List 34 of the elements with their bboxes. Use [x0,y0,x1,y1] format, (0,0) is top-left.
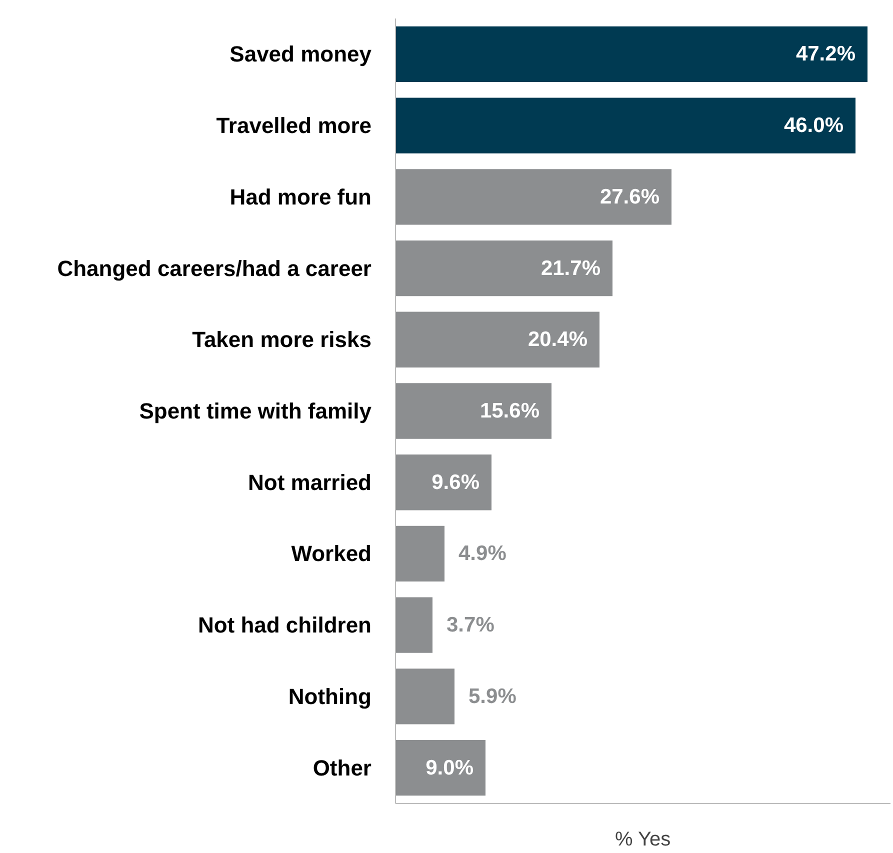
bar [396,312,600,368]
bar [396,26,868,82]
data-label: 27.6% [600,185,660,208]
x-axis-title: % Yes [615,828,671,850]
y-tick-label: Spent time with family [139,398,372,424]
bar [396,240,612,296]
bar [396,169,672,225]
data-label: 4.9% [458,542,507,566]
data-label: 20.4% [528,328,588,352]
y-tick-label: Nothing [288,684,372,709]
data-label: 9.6% [432,470,480,494]
bar [396,740,486,796]
y-tick-label: Worked [291,541,372,566]
y-tick-label: Travelled more [216,113,372,138]
data-label: 9.0% [426,756,474,780]
data-label: 15.6% [480,400,540,422]
data-label: 3.7% [446,614,495,637]
y-tick-label: Not had children [198,612,372,638]
y-tick-label: Changed careers/had a career [57,256,372,281]
data-label: 21.7% [540,256,601,280]
bar [396,383,552,439]
bar [396,98,856,154]
y-tick-label: Other [312,755,372,780]
bar [396,597,432,653]
y-tick-label: Not married [248,470,372,495]
data-label: 47.2% [796,42,856,66]
bar [396,454,492,510]
bar [396,668,454,724]
y-tick-label: Taken more risks [192,327,372,352]
y-tick-label: Saved money [230,42,372,67]
y-tick-label: Had more fun [230,184,372,210]
bar [396,526,444,582]
data-label: 46.0% [784,114,844,138]
data-label: 5.9% [468,684,517,708]
